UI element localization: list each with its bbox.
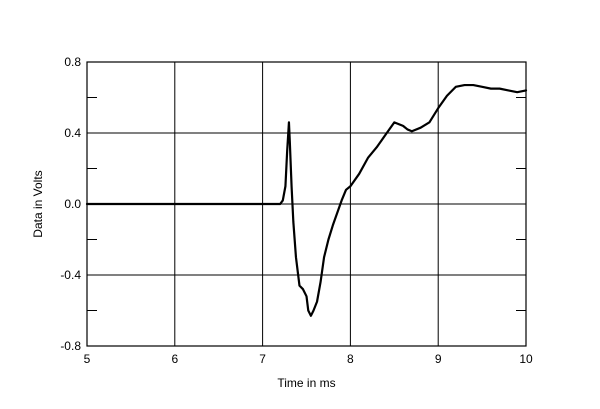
x-tick-label-4: 9 [435, 352, 442, 366]
minor-ticks [87, 97, 526, 311]
y-tick-label-3: 0.4 [64, 126, 81, 140]
y-tick-label-4: 0.8 [64, 55, 81, 69]
x-tick-label-5: 10 [519, 352, 533, 366]
x-axis-title: Time in ms [277, 376, 335, 390]
series-line-0 [85, 83, 528, 317]
x-tick-label-3: 8 [347, 352, 354, 366]
y-tick-label-0: -0.8 [60, 339, 81, 353]
x-tick-labels: 5 6 7 8 9 10 [84, 352, 533, 366]
y-tick-label-1: -0.4 [60, 268, 81, 282]
x-tick-label-1: 6 [171, 352, 178, 366]
y-tick-labels: -0.8 -0.4 0.0 0.4 0.8 [60, 55, 81, 353]
x-tick-label-0: 5 [84, 352, 91, 366]
x-tick-label-2: 7 [259, 352, 266, 366]
y-axis-title: Data in Volts [31, 170, 45, 237]
y-tick-label-2: 0.0 [64, 197, 81, 211]
series-layer [85, 83, 528, 317]
